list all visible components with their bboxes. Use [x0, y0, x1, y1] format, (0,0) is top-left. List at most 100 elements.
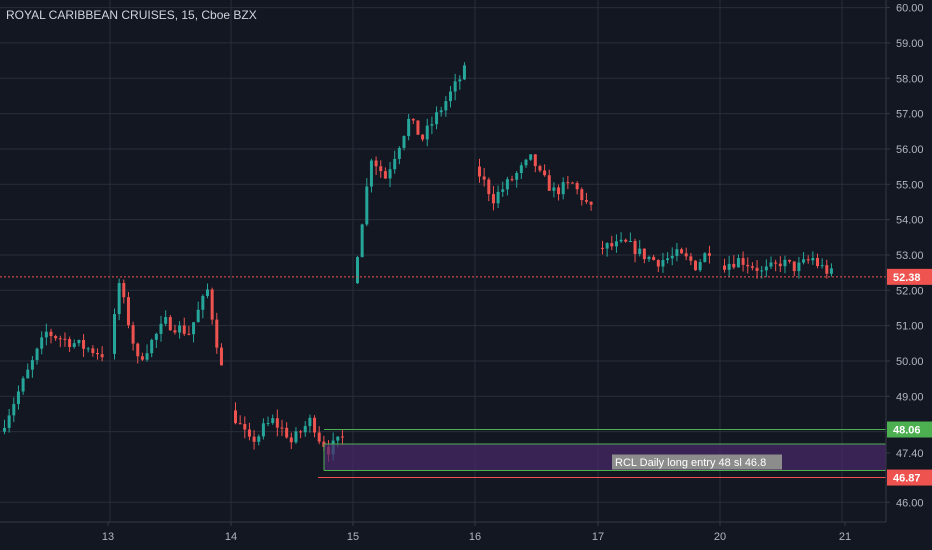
candle-body [91, 348, 95, 354]
candle-body [792, 261, 796, 272]
candle-body [201, 295, 205, 310]
candle-body [652, 256, 656, 261]
candle-body [86, 348, 90, 350]
candle-body [219, 347, 223, 366]
candle-body [496, 191, 500, 204]
candle-body [575, 183, 579, 190]
candle-body [280, 427, 284, 429]
y-tick-label: 47.40 [896, 448, 924, 460]
trade-annotation[interactable]: RCL Daily long entry 48 sl 46.8 [318, 428, 886, 479]
y-tick-label: 52.00 [896, 285, 924, 297]
candle-body [601, 247, 604, 249]
candle-body [12, 404, 16, 416]
candle-body [584, 200, 588, 202]
grid [0, 0, 886, 522]
entry-zone [324, 443, 886, 471]
candle-body [736, 258, 740, 268]
candle-body [491, 194, 495, 204]
candle-body [684, 253, 688, 257]
candle-body [444, 101, 448, 111]
candle-body [360, 224, 364, 258]
time-axis[interactable]: 13 14 15 16 17 20 21 [0, 521, 932, 550]
x-tick-label: 15 [347, 531, 359, 543]
candle-body [538, 166, 542, 171]
candle-body [96, 353, 99, 355]
candle-body [140, 356, 144, 360]
candle-body [435, 112, 439, 125]
candle-body [238, 423, 242, 425]
candle-body [774, 262, 778, 264]
chart-title: ROYAL CARIBBEAN CRUISES, 15, Cboe BZX [6, 8, 257, 22]
price-axis[interactable]: 46.0047.4048.0049.0050.0051.0052.0053.00… [885, 0, 932, 550]
candle-body [478, 166, 481, 177]
candle-body [266, 423, 270, 425]
last-price-badge: 52.38 [893, 272, 921, 284]
candle-body [303, 426, 307, 433]
candle-body [543, 170, 547, 176]
candle-body [30, 360, 34, 370]
candle-body [825, 265, 829, 274]
candle-body [407, 118, 411, 137]
x-tick-label: 21 [839, 531, 851, 543]
y-tick-label: 56.00 [896, 144, 924, 156]
candle-body [746, 264, 750, 267]
x-tick-label: 17 [592, 531, 604, 543]
candle-body [797, 262, 801, 272]
candle-body [449, 91, 452, 102]
candle-body [336, 436, 340, 441]
candle-body [638, 248, 642, 254]
candle-body [374, 160, 378, 167]
candle-body [458, 79, 462, 82]
candle-body [63, 338, 67, 340]
candle-body [421, 134, 425, 140]
last-price-badge-bg [887, 268, 932, 285]
note-label-text: RCL Daily long entry 48 sl 46.8 [615, 457, 766, 469]
candle-body [619, 239, 623, 242]
candle-body [680, 249, 684, 254]
candle-body [802, 259, 806, 263]
candle-body [624, 239, 628, 242]
candle-body [192, 322, 196, 335]
candle-body [425, 125, 429, 140]
candle-body [397, 147, 401, 159]
candle-body [580, 189, 584, 201]
candle-body [633, 241, 637, 254]
candle-body [187, 333, 191, 335]
candle-body [178, 325, 182, 333]
candle-body [289, 437, 293, 443]
candle-body [628, 241, 632, 243]
y-tick-label: 54.00 [896, 215, 924, 227]
candle-body [811, 258, 815, 261]
candles [3, 62, 833, 462]
candle-body [308, 417, 312, 427]
candle-body [439, 110, 443, 113]
candle-body [383, 171, 387, 179]
candle-body [58, 338, 62, 340]
candle-body [402, 136, 406, 148]
x-tick-label: 20 [714, 531, 726, 543]
candle-body [356, 257, 359, 284]
candle-body [210, 289, 214, 320]
candle-body [566, 182, 570, 184]
candle-body [462, 65, 466, 80]
candle-body [26, 369, 30, 379]
candle-body [610, 243, 614, 247]
candle-body [3, 427, 6, 432]
candle-body [510, 179, 514, 181]
candle-body [707, 253, 711, 256]
candle-body [505, 179, 509, 190]
candle-body [49, 331, 53, 337]
candle-body [614, 241, 618, 247]
y-tick-label: 46.00 [896, 497, 924, 509]
candle-body [501, 189, 505, 192]
candle-body [299, 431, 303, 433]
candle-body [778, 263, 782, 267]
y-tick-label: 60.00 [896, 3, 924, 15]
candle-body [529, 154, 533, 160]
candle-body [365, 186, 369, 225]
candle-body [760, 270, 764, 272]
candle-body [571, 182, 574, 184]
candle-body [589, 201, 593, 205]
